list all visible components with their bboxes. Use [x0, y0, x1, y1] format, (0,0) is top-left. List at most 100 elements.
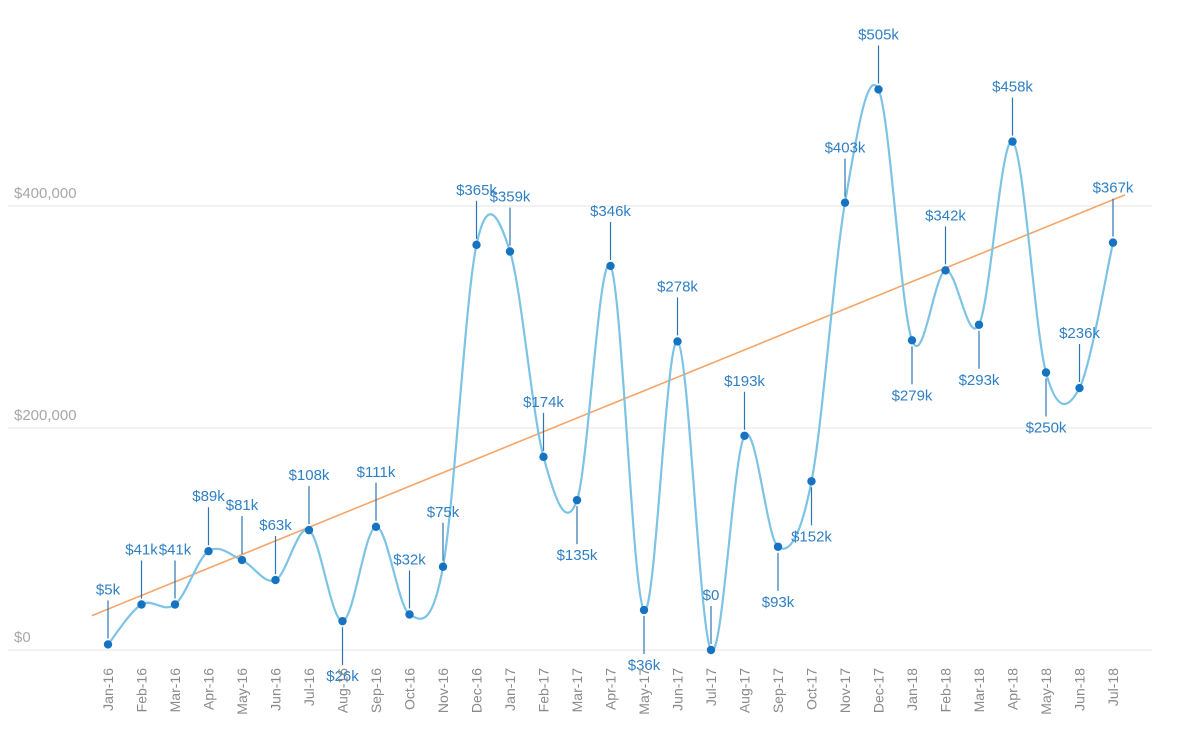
data-point[interactable]	[1041, 368, 1051, 377]
data-point[interactable]	[170, 600, 180, 609]
data-point[interactable]	[840, 198, 850, 207]
trend-line-layer	[91, 194, 1126, 617]
data-points	[103, 85, 1118, 655]
data-label: $135k	[557, 547, 598, 564]
data-label: $342k	[925, 207, 966, 224]
x-tick-label: Jul-18	[1105, 668, 1121, 706]
data-label: $41k	[159, 541, 192, 558]
data-point[interactable]	[137, 600, 146, 609]
data-point[interactable]	[773, 542, 783, 551]
data-point[interactable]	[1008, 137, 1017, 146]
data-point[interactable]	[103, 640, 113, 649]
data-point[interactable]	[438, 562, 448, 571]
data-point[interactable]	[539, 452, 548, 462]
x-tick-label: Sep-16	[368, 668, 384, 713]
data-point[interactable]	[472, 240, 481, 250]
x-tick-label: Dec-16	[469, 668, 485, 713]
data-point[interactable]	[673, 337, 682, 346]
data-point[interactable]	[974, 320, 984, 329]
data-label: $236k	[1059, 325, 1100, 342]
x-tick-label: Jan-18	[904, 668, 920, 711]
data-label: $26k	[326, 668, 359, 685]
data-label: $36k	[628, 657, 661, 674]
data-point[interactable]	[740, 431, 749, 440]
data-label: $293k	[959, 372, 1000, 389]
grid-lines	[8, 205, 1152, 651]
data-point[interactable]	[371, 522, 381, 531]
data-label: $89k	[192, 488, 225, 505]
x-tick-label: Feb-17	[536, 668, 552, 713]
data-label: $152k	[791, 528, 832, 545]
x-tick-label: Sep-17	[770, 668, 786, 713]
x-tick-label: May-17	[636, 668, 652, 715]
data-label: $367k	[1093, 180, 1134, 197]
x-tick-label: Apr-16	[201, 668, 217, 710]
data-label: $111k	[357, 464, 396, 481]
data-point[interactable]	[807, 477, 816, 486]
data-point[interactable]	[304, 525, 314, 535]
series-line-layer	[107, 84, 1115, 652]
data-label: $279k	[892, 387, 933, 404]
data-point[interactable]	[1108, 238, 1118, 247]
data-point[interactable]	[271, 575, 280, 585]
data-label: $32k	[393, 551, 426, 568]
y-tick-label: $0	[14, 629, 31, 646]
data-label: $278k	[657, 278, 698, 295]
data-label: $5k	[96, 581, 121, 598]
x-tick-label: Mar-18	[971, 668, 987, 713]
data-point[interactable]	[907, 336, 917, 345]
data-label: $250k	[1026, 420, 1067, 437]
y-tick-label: $200,000	[14, 407, 77, 424]
x-tick-label: Apr-18	[1005, 668, 1021, 710]
x-tick-label: Jul-16	[301, 668, 317, 706]
data-label: $365k	[456, 182, 497, 199]
data-label: $93k	[762, 594, 795, 611]
data-point[interactable]	[606, 261, 615, 271]
x-tick-label: Aug-17	[737, 668, 753, 713]
x-tick-label: Aug-16	[335, 668, 351, 713]
label-leader-lines	[107, 45, 1114, 666]
y-axis-tick-labels: $0 $200,000 $400,000	[14, 185, 77, 646]
x-tick-label: Nov-17	[837, 668, 853, 713]
data-label: $174k	[523, 394, 564, 411]
data-label: $359k	[490, 189, 531, 206]
x-axis-tick-labels: Jan-16 Feb-16 Mar-16 Apr-16 May-16 Jun-16 Jul-…	[100, 668, 1121, 715]
series-line	[107, 84, 1115, 652]
data-point[interactable]	[505, 247, 515, 256]
x-tick-label: Oct-17	[804, 668, 820, 710]
data-label: $346k	[590, 203, 631, 220]
trend-line	[91, 194, 1126, 617]
data-point[interactable]	[1075, 383, 1084, 393]
data-point[interactable]	[338, 616, 347, 626]
x-tick-label: Apr-17	[603, 668, 619, 710]
data-point[interactable]	[204, 547, 213, 556]
x-tick-label: Oct-16	[402, 668, 418, 710]
data-label: $41k	[125, 541, 158, 558]
x-tick-label: May-18	[1038, 668, 1054, 715]
data-label: $193k	[724, 373, 765, 390]
x-tick-label: Jul-17	[703, 668, 719, 706]
x-tick-label: Jan-16	[100, 668, 116, 711]
data-label: $75k	[427, 504, 460, 521]
x-tick-label: Nov-16	[435, 668, 451, 713]
x-tick-label: Mar-16	[167, 668, 183, 713]
x-tick-label: Jun-17	[670, 668, 686, 711]
data-point[interactable]	[572, 495, 582, 505]
x-tick-label: Feb-18	[938, 668, 954, 713]
x-tick-label: Jun-18	[1072, 668, 1088, 711]
data-label: $81k	[226, 497, 259, 514]
data-label: $505k	[858, 26, 899, 43]
data-point[interactable]	[941, 266, 950, 275]
data-point[interactable]	[639, 605, 649, 615]
data-label: $0	[703, 587, 720, 604]
data-point[interactable]	[405, 610, 414, 619]
data-label: $458k	[992, 79, 1033, 96]
x-tick-label: Dec-17	[871, 668, 887, 713]
x-tick-label: May-16	[234, 668, 250, 715]
data-point[interactable]	[706, 645, 716, 655]
x-tick-label: Feb-16	[134, 668, 150, 713]
x-tick-label: Jun-16	[268, 668, 284, 711]
data-point[interactable]	[237, 555, 247, 565]
data-point[interactable]	[874, 85, 883, 94]
